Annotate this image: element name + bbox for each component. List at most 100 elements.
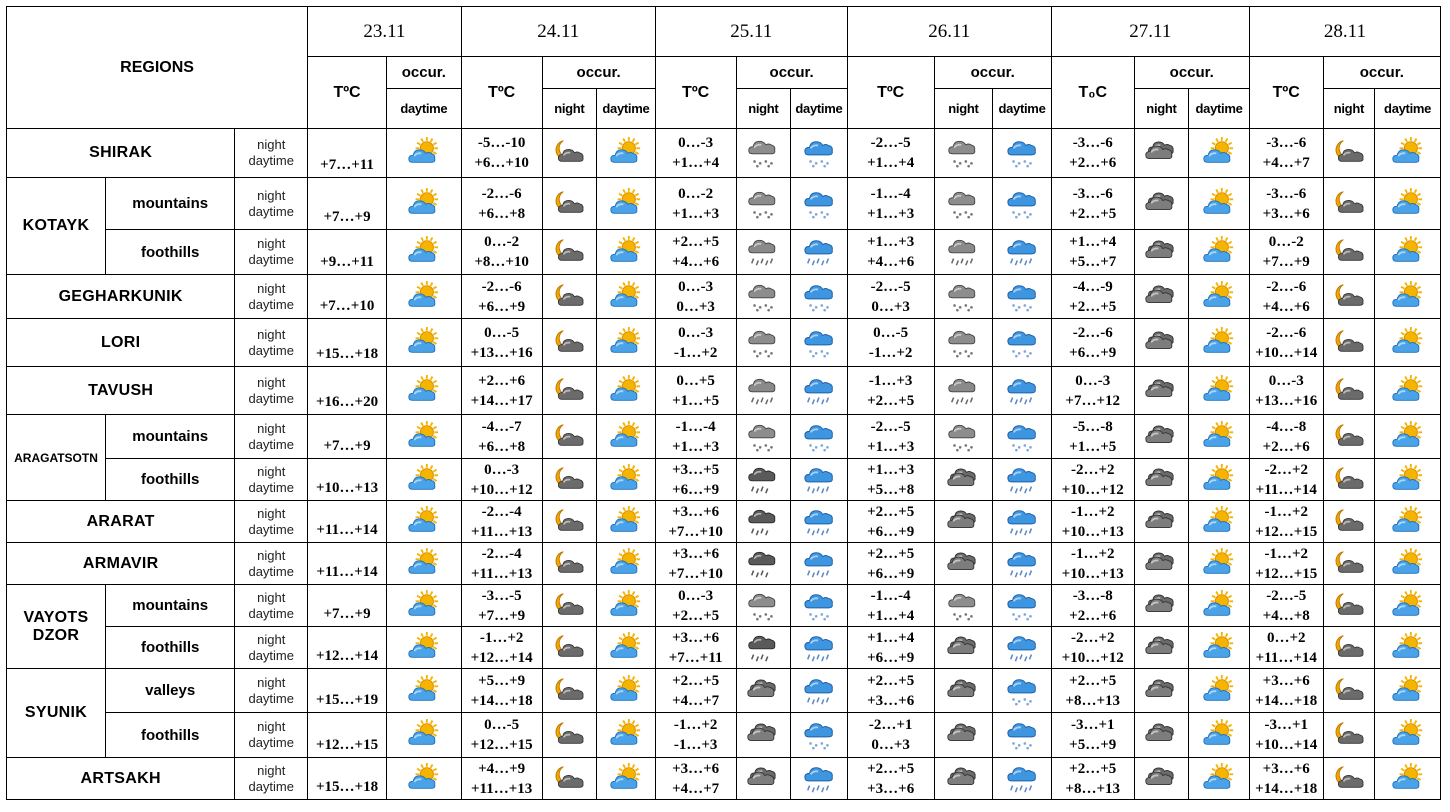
temp-cell: -2…-6 +6…+8 — [460, 177, 543, 230]
sun-cloud-svg — [1391, 589, 1422, 616]
occurrence-cell — [1133, 458, 1190, 501]
dark-cloud-svg — [1145, 330, 1175, 349]
snow-blue-icon — [801, 421, 837, 453]
sun-cloud-icon — [608, 463, 644, 496]
temp-cell: -3…-6 +2…+6 — [1050, 128, 1135, 178]
temp-daytime: -1…+2 — [673, 344, 718, 361]
dark-cloud-svg — [947, 467, 976, 486]
occurrence-cell — [933, 366, 994, 415]
subregion-name: foothills — [105, 712, 236, 758]
moon-cloud-svg — [555, 722, 584, 744]
daytime-row-label: daytime — [248, 296, 294, 312]
sun-cloud-svg — [610, 374, 641, 401]
moon-cloud-svg — [1335, 508, 1364, 531]
moon-cloud-icon — [1331, 675, 1367, 707]
snow-blue-svg — [1007, 593, 1036, 620]
temp-cell: +7…+10 — [307, 274, 387, 319]
subregion-name: foothills — [105, 229, 236, 275]
occurrence-cell — [1374, 229, 1441, 275]
temp-night: -4…-8 — [1266, 418, 1307, 435]
sun-cloud-svg — [1391, 137, 1422, 163]
moon-cloud-icon — [551, 327, 587, 359]
sun-cloud-icon — [406, 719, 442, 751]
occurrence-cell — [1133, 542, 1190, 585]
moon-cloud-svg — [1335, 329, 1364, 352]
occurrence-cell — [1133, 500, 1190, 543]
night-daytime-label: night daytime — [234, 366, 309, 415]
sun-cloud-icon — [1201, 137, 1237, 169]
daytime-row-label: daytime — [248, 479, 294, 495]
moon-cloud-icon — [551, 421, 587, 453]
temp-daytime: +14…+18 — [1255, 692, 1318, 709]
temp-night: +2…+6 — [478, 372, 526, 389]
occurrence-cell — [541, 318, 598, 367]
snow-blue-icon — [801, 137, 837, 169]
region-name: SYUNIK — [5, 668, 107, 758]
temp-daytime: +2…+6 — [1069, 155, 1117, 171]
snow-grey-icon — [945, 421, 981, 453]
temp-cell: -4…-9 +2…+5 — [1050, 274, 1135, 319]
snow-grey-icon — [945, 327, 981, 359]
rain-blue-icon — [1004, 464, 1040, 496]
dark-cloud-icon — [1143, 590, 1179, 622]
temp-daytime: +1…+3 — [672, 205, 720, 222]
rain-grey-svg — [748, 378, 776, 404]
sun-cloud-svg — [408, 374, 438, 401]
sun-cloud-svg — [1203, 326, 1234, 353]
snow-blue-icon — [1004, 327, 1040, 359]
temp-night: -3…-6 — [1072, 185, 1113, 202]
occurrence-cell — [1133, 229, 1190, 275]
temp-daytime: +11…+14 — [1255, 649, 1317, 666]
region-name: SHIRAK — [5, 128, 236, 178]
sun-cloud-icon — [1390, 631, 1426, 664]
occurrence-cell — [735, 757, 792, 800]
occurrence-cell — [1188, 712, 1250, 758]
temp-cell: +7…+9 — [307, 584, 387, 627]
temp-daytime: +6…+8 — [478, 438, 526, 455]
snow-grey-svg — [748, 191, 776, 218]
sun-cloud-svg — [1391, 326, 1422, 353]
temp-header: TºC — [1248, 56, 1324, 129]
dark-cloud-icon — [1143, 719, 1179, 751]
dark-cloud-icon — [945, 548, 981, 580]
temp-cell: -2…-5 +1…+3 — [846, 414, 935, 459]
rain-dark-icon — [745, 464, 781, 496]
dark-cloud-icon — [1143, 236, 1179, 268]
dark-cloud-icon — [945, 506, 981, 538]
temp-daytime: +7…+9 — [323, 438, 371, 454]
temp-cell: -1…+2 +12…+14 — [460, 626, 543, 669]
date-header: 25.11 — [654, 6, 848, 57]
night-row-label: night — [257, 280, 286, 296]
temp-daytime: +10…+13 — [315, 480, 379, 496]
sun-cloud-svg — [610, 631, 641, 658]
temp-night: 0…-3 — [678, 135, 714, 151]
temp-cell: +12…+15 — [307, 712, 387, 758]
table-row: ARAGATSOTN mountains night daytime +7…+9 -4…-… — [5, 414, 1441, 501]
temp-daytime: +5…+9 — [1069, 737, 1117, 753]
table-row: TAVUSH night daytime +16…+20 +2…+6 +14…+17 0…+… — [5, 366, 1441, 415]
moon-cloud-svg — [1335, 592, 1364, 615]
temp-daytime: +1…+4 — [867, 607, 915, 624]
temp-daytime: 0…+3 — [871, 737, 910, 753]
sun-cloud-icon — [406, 374, 442, 407]
occurrence-cell — [992, 229, 1052, 275]
moon-cloud-svg — [1335, 466, 1364, 489]
temp-daytime: +5…+7 — [1069, 254, 1117, 270]
sun-cloud-svg — [408, 631, 438, 658]
sun-cloud-icon — [1201, 280, 1237, 313]
sun-cloud-icon — [608, 236, 644, 268]
temp-cell: -1…+2 +12…+15 — [1248, 542, 1324, 585]
temp-daytime: +2…+6 — [1069, 607, 1117, 624]
temp-cell: +11…+14 — [307, 500, 387, 543]
moon-cloud-svg — [555, 508, 584, 531]
temp-cell: +2…+5 +8…+13 — [1050, 668, 1135, 713]
subregion-name: foothills — [105, 458, 236, 501]
dark-cloud-icon — [745, 675, 781, 707]
temp-night: +2…+5 — [672, 234, 720, 250]
temp-daytime: +2…+5 — [672, 607, 720, 624]
temp-night: +3…+5 — [672, 461, 720, 478]
night-daytime-label: night daytime — [234, 668, 309, 713]
temp-daytime: +12…+15 — [470, 737, 533, 753]
region-name: TAVUSH — [5, 366, 236, 415]
dark-cloud-svg — [1145, 378, 1175, 397]
